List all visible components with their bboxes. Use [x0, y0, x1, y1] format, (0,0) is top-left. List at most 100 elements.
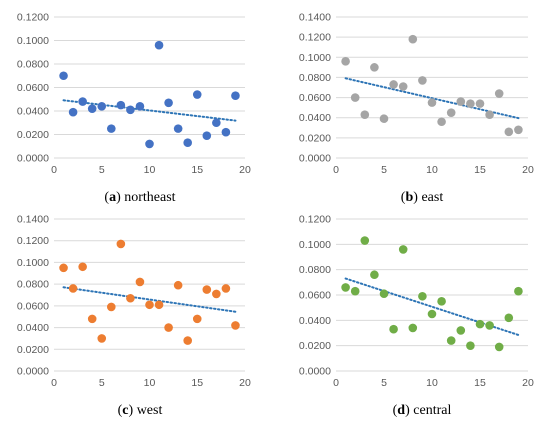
data-point: [456, 97, 466, 106]
y-tick-label: 0.0800: [299, 264, 331, 276]
caption-text: central: [409, 403, 452, 418]
data-point: [183, 138, 192, 148]
x-tick-label: 20: [239, 164, 251, 176]
data-point: [379, 114, 389, 124]
y-tick-label: 0.0000: [299, 366, 331, 378]
y-tick-label: 0.1400: [17, 214, 49, 226]
x-tick-label: 5: [99, 164, 105, 176]
data-point: [87, 104, 97, 113]
data-point: [514, 286, 523, 296]
data-point: [466, 341, 475, 350]
caption-letter: c: [122, 403, 129, 418]
y-tick-label: 0.0800: [17, 59, 49, 71]
caption-letter: d: [397, 403, 406, 418]
trendline: [62, 286, 237, 313]
x-tick-label: 20: [522, 377, 534, 389]
data-point: [154, 300, 164, 310]
x-tick-label: 5: [381, 164, 387, 176]
data-point: [494, 89, 504, 98]
y-tick-label: 0.0200: [299, 340, 331, 352]
y-tick-label: 0.0000: [17, 153, 49, 165]
data-point: [427, 309, 437, 319]
data-point: [389, 80, 398, 89]
y-tick-label: 0.1200: [17, 235, 49, 247]
x-tick-label: 20: [239, 377, 251, 389]
data-point: [212, 118, 221, 128]
data-point: [221, 284, 231, 293]
x-tick-label: 0: [51, 164, 57, 176]
data-point: [427, 98, 437, 107]
y-tick-label: 0.1000: [17, 257, 49, 269]
y-tick-label: 0.1200: [299, 214, 331, 226]
x-tick-label: 10: [144, 164, 156, 176]
data-point: [145, 139, 154, 149]
y-tick-label: 0.0600: [17, 300, 49, 312]
caption-east: (b) east: [400, 190, 444, 205]
data-point: [154, 40, 164, 50]
data-point: [202, 285, 212, 294]
data-point: [164, 98, 173, 108]
data-point: [87, 314, 97, 324]
data-point: [360, 236, 370, 245]
data-point: [78, 262, 87, 272]
x-tick-label: 0: [51, 377, 57, 389]
y-tick-label: 0.0600: [299, 290, 331, 302]
data-point: [418, 76, 427, 85]
data-point: [408, 34, 418, 44]
y-tick-label: 0.0200: [299, 132, 331, 144]
data-point: [126, 105, 135, 115]
data-point: [107, 302, 116, 312]
x-tick-label: 5: [99, 377, 105, 389]
data-point: [504, 127, 514, 137]
data-point: [212, 289, 221, 299]
data-point: [341, 283, 350, 292]
y-tick-label: 0.0400: [17, 106, 49, 118]
data-point: [398, 82, 408, 91]
data-point: [389, 324, 398, 334]
data-point: [514, 125, 523, 135]
data-point: [78, 97, 87, 106]
data-point: [145, 300, 154, 310]
data-point: [192, 314, 202, 324]
caption-text: west: [133, 403, 163, 418]
data-point: [504, 313, 514, 323]
y-tick-label: 0.0600: [299, 92, 331, 104]
data-point: [68, 284, 78, 293]
x-tick-label: 10: [426, 164, 438, 176]
data-point: [231, 91, 240, 101]
data-point: [59, 263, 68, 273]
data-point: [116, 239, 126, 249]
data-point: [494, 342, 504, 352]
x-tick-label: 10: [144, 377, 156, 389]
y-tick-label: 0.0800: [17, 279, 49, 291]
y-tick-label: 0.0000: [299, 153, 331, 165]
data-point: [398, 245, 408, 254]
y-tick-label: 0.0000: [17, 366, 49, 378]
y-tick-label: 0.1000: [299, 239, 331, 251]
data-point: [437, 117, 446, 127]
data-point: [475, 99, 485, 108]
caption-west: (c) west: [117, 403, 163, 418]
data-point: [350, 286, 360, 296]
y-tick-label: 0.1200: [17, 12, 49, 24]
y-tick-label: 0.1200: [299, 32, 331, 44]
data-point: [341, 57, 350, 66]
data-point: [456, 326, 466, 335]
y-tick-label: 0.0400: [299, 112, 331, 124]
data-point: [485, 321, 494, 330]
x-tick-label: 15: [191, 377, 203, 389]
data-point: [135, 102, 145, 111]
x-tick-label: 15: [191, 164, 203, 176]
data-point: [126, 293, 135, 303]
y-tick-label: 0.0400: [17, 322, 49, 334]
data-point: [135, 277, 145, 287]
data-point: [446, 108, 456, 117]
data-point: [485, 110, 494, 119]
y-tick-label: 0.0600: [17, 82, 49, 94]
caption-letter: a: [109, 190, 117, 205]
x-tick-label: 10: [426, 377, 438, 389]
data-point: [408, 323, 418, 333]
data-point: [183, 336, 192, 345]
x-tick-label: 20: [522, 164, 534, 176]
